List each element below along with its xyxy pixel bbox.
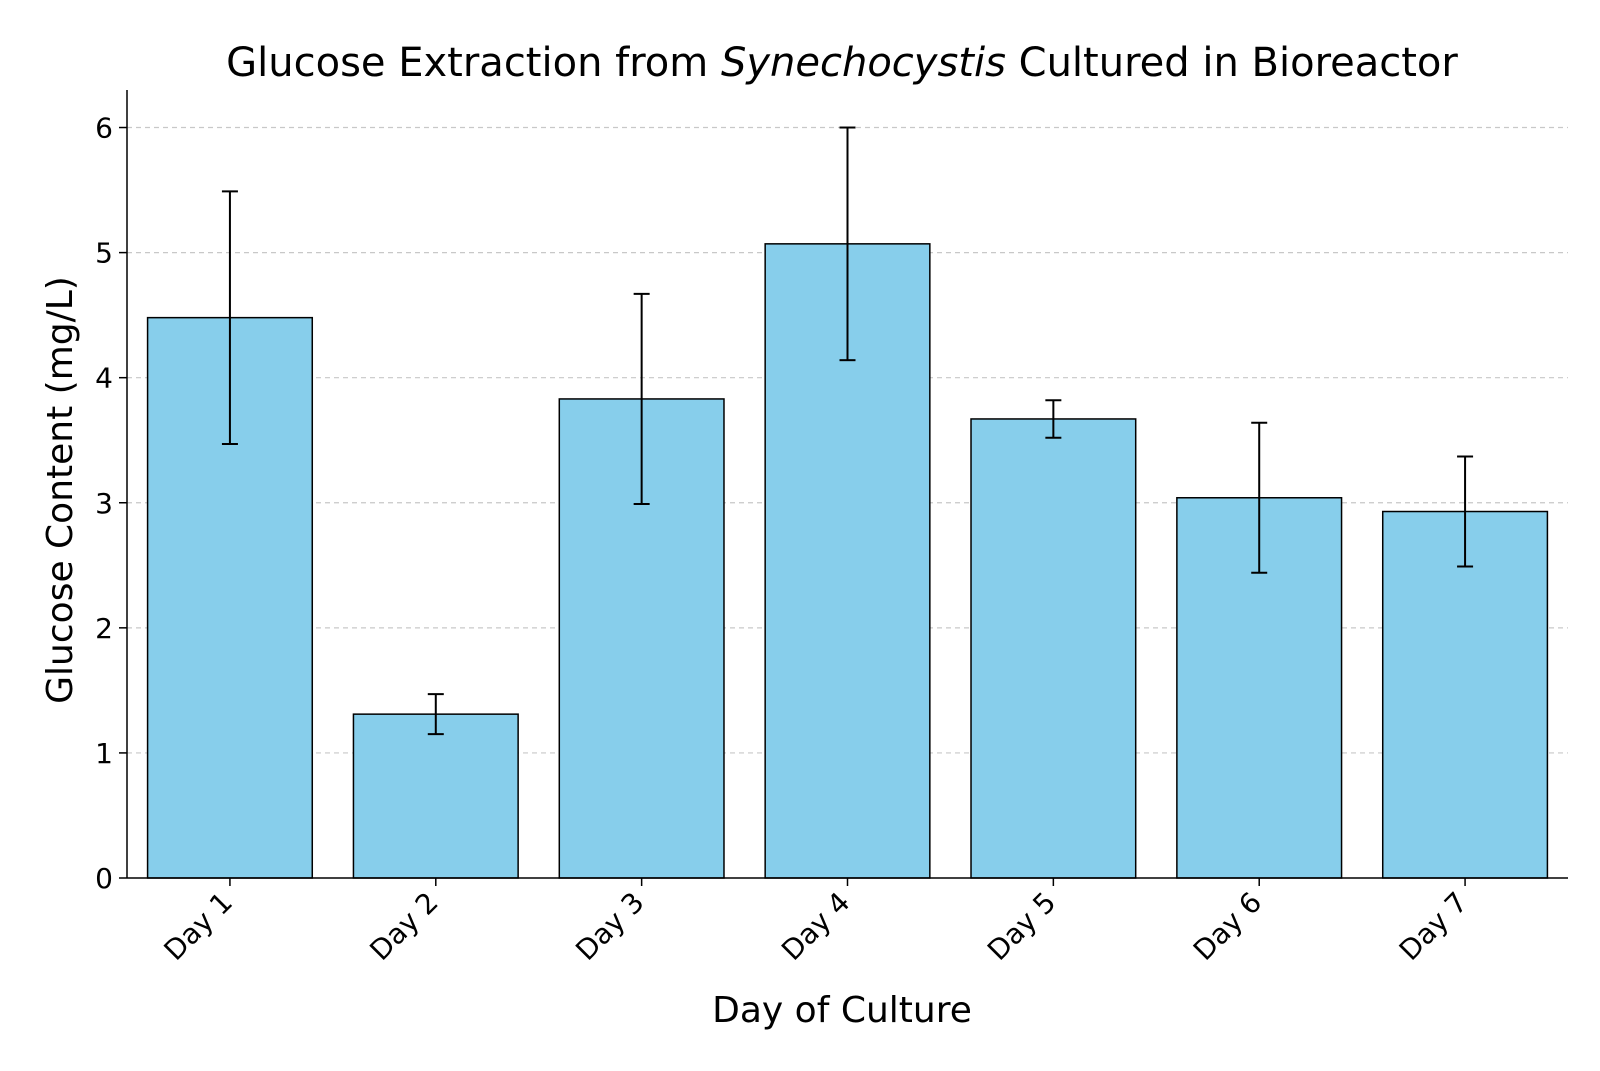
x-tick-label: Day 4 — [775, 886, 856, 967]
error-bar-1 — [221, 190, 238, 445]
error-bar-7 — [1457, 455, 1474, 568]
y-tick-label: 1 — [95, 737, 113, 770]
x-tick-label: Day 6 — [1187, 886, 1268, 967]
bar-5 — [970, 418, 1137, 879]
x-tick-label: Day 7 — [1393, 886, 1474, 967]
chart-title: Glucose Extraction from Synechocystis Cu… — [226, 40, 1458, 86]
error-bar-3 — [633, 292, 650, 506]
x-axis-label: Day of Culture — [712, 990, 972, 1031]
error-bar-6 — [1251, 421, 1268, 574]
y-tick-label: 5 — [95, 237, 113, 270]
y-tick-label: 2 — [95, 612, 113, 645]
bar-7 — [1381, 510, 1549, 879]
chart-title-prefix: Glucose Extraction from — [226, 40, 721, 86]
y-axis-label: Glucose Content (mg/L) — [40, 276, 81, 704]
y-tick-label: 0 — [95, 862, 113, 895]
bar-2 — [352, 713, 519, 879]
error-bar-5 — [1045, 399, 1062, 439]
error-bar-2 — [427, 693, 444, 736]
x-tick-label: Day 2 — [363, 886, 444, 967]
y-tick-label: 4 — [95, 362, 113, 395]
chart-title-suffix: Cultured in Bioreactor — [1006, 40, 1458, 86]
x-axis-ticks: Day 1 Day 2 Day 3 Day 4 Day 5 Day 6 Day 7 — [158, 878, 1474, 967]
chart-title-italic: Synechocystis — [721, 40, 1006, 86]
y-tick-label: 6 — [95, 112, 113, 145]
error-bar-4 — [839, 126, 856, 362]
error-bars — [221, 126, 1474, 736]
x-tick-label: Day 5 — [981, 886, 1062, 967]
y-axis-ticks: 0 1 2 3 4 5 6 — [95, 112, 127, 895]
y-tick-label: 3 — [95, 487, 113, 520]
x-tick-label: Day 3 — [569, 886, 650, 967]
x-tick-label: Day 1 — [158, 886, 239, 967]
